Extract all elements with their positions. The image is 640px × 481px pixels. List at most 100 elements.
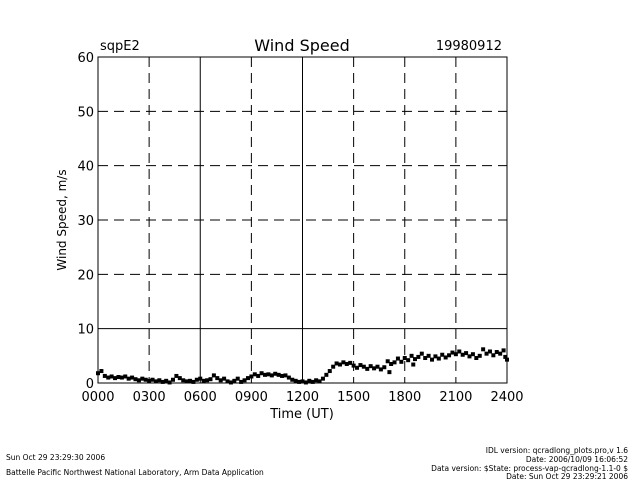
data-point-0-81 xyxy=(372,366,377,371)
x-tick-label-0900: 0900 xyxy=(235,390,268,405)
data-point-0-71 xyxy=(337,362,342,367)
data-point-0-118 xyxy=(491,353,496,358)
data-point-0-5 xyxy=(113,376,118,381)
data-point-0-61 xyxy=(303,380,308,385)
data-point-0-90 xyxy=(399,359,404,364)
x-tick-label-1800: 1800 xyxy=(388,390,421,405)
data-point-0-110 xyxy=(464,351,469,356)
data-point-0-27 xyxy=(188,378,193,383)
data-point-0-25 xyxy=(181,378,186,383)
data-point-0-28 xyxy=(191,379,196,384)
data-point-0-91 xyxy=(402,356,407,361)
data-point-0-89 xyxy=(395,356,400,361)
data-point-0-8 xyxy=(123,374,128,379)
data-point-0-16 xyxy=(150,377,155,382)
y-tick-label-10: 10 xyxy=(77,323,94,338)
data-point-0-100 xyxy=(430,357,435,362)
data-point-0-7 xyxy=(119,375,124,380)
data-point-0-69 xyxy=(331,364,336,369)
data-point-0-93 xyxy=(409,353,414,358)
data-point-0-1 xyxy=(99,369,104,374)
data-point-0-15 xyxy=(147,378,152,383)
data-point-0-50 xyxy=(266,372,271,377)
data-point-0-76 xyxy=(355,365,360,370)
data-point-0-86 xyxy=(387,370,392,375)
data-point-0-116 xyxy=(484,351,489,356)
idl-date: Date: 2006/10/09 16:06:52 xyxy=(525,455,628,464)
data-point-0-119 xyxy=(494,350,499,355)
data-date: Date: Sun Oct 29 23:29:21 2006 xyxy=(506,472,628,481)
axis-ticks: 0000 0300 0600 0900 1200 1500 1800 2100 2400 0 10 2… xyxy=(77,51,523,405)
data-point-0-108 xyxy=(457,349,462,354)
data-point-0-55 xyxy=(283,373,288,378)
data-point-0-122 xyxy=(503,354,508,359)
data-points xyxy=(96,347,509,385)
data-point-0-104 xyxy=(443,355,448,360)
data-point-0-57 xyxy=(290,377,295,382)
data-point-0-23 xyxy=(174,373,179,378)
data-point-0-107 xyxy=(453,352,458,357)
x-tick-label-1500: 1500 xyxy=(337,390,370,405)
data-point-0-80 xyxy=(368,364,373,369)
data-point-0-98 xyxy=(423,356,428,361)
data-point-0-11 xyxy=(133,377,138,382)
data-point-0-83 xyxy=(378,367,383,372)
data-point-0-6 xyxy=(116,375,121,380)
idl-version: IDL version: qcradlong_plots.pro,v 1.6 xyxy=(485,446,628,455)
run-timestamp: Sun Oct 29 23:29:30 2006 xyxy=(6,453,106,462)
data-point-0-115 xyxy=(481,347,486,352)
data-point-0-13 xyxy=(140,376,145,381)
data-point-0-31 xyxy=(201,378,206,383)
institution-credit: Battelle Pacific Northwest National Labo… xyxy=(6,468,264,477)
y-tick-label-60: 60 xyxy=(77,51,94,66)
x-tick-label-2100: 2100 xyxy=(439,390,472,405)
data-point-0-41 xyxy=(235,376,240,381)
data-point-0-4 xyxy=(109,374,114,379)
data-point-0-36 xyxy=(218,378,223,383)
y-tick-label-20: 20 xyxy=(77,268,94,283)
data-point-0-105 xyxy=(447,353,452,358)
data-point-0-49 xyxy=(263,372,268,377)
data-point-0-123 xyxy=(505,357,509,362)
data-point-0-35 xyxy=(215,376,220,381)
data-point-0-19 xyxy=(160,379,165,384)
data-point-0-30 xyxy=(198,376,203,381)
data-point-0-44 xyxy=(245,376,250,381)
data-version: Data version: $State: process-vap-qcradl… xyxy=(431,464,628,473)
y-axis-label: Wind Speed, m/s xyxy=(55,169,69,270)
data-point-0-114 xyxy=(477,353,482,358)
y-tick-label-30: 30 xyxy=(77,214,94,229)
data-point-0-87 xyxy=(389,361,394,366)
data-point-0-32 xyxy=(205,378,210,383)
data-point-0-47 xyxy=(256,373,261,378)
x-tick-label-0600: 0600 xyxy=(184,390,217,405)
data-point-0-112 xyxy=(470,352,475,357)
y-tick-label-0: 0 xyxy=(86,377,94,392)
data-point-0-26 xyxy=(184,379,189,384)
data-point-0-121 xyxy=(501,348,506,353)
x-axis-label: Time (UT) xyxy=(269,407,334,422)
data-point-0-63 xyxy=(310,379,315,384)
data-point-0-77 xyxy=(358,363,363,368)
data-point-0-9 xyxy=(126,376,131,381)
data-point-0-78 xyxy=(361,364,366,369)
data-point-0-2 xyxy=(102,373,107,378)
data-point-0-39 xyxy=(228,380,233,385)
chart-title: Wind Speed xyxy=(254,36,349,55)
data-point-0-48 xyxy=(259,371,264,376)
data-point-0-53 xyxy=(276,372,281,377)
data-point-0-65 xyxy=(317,379,322,384)
data-point-0-120 xyxy=(498,351,503,356)
data-point-0-37 xyxy=(222,376,227,381)
x-tick-label-1200: 1200 xyxy=(286,390,319,405)
data-point-0-56 xyxy=(286,375,291,380)
data-point-0-79 xyxy=(365,366,370,371)
data-point-0-109 xyxy=(460,352,465,357)
x-tick-label-2400: 2400 xyxy=(490,390,523,405)
data-point-0-92 xyxy=(406,358,411,363)
data-point-0-33 xyxy=(208,377,213,382)
data-point-0-43 xyxy=(242,378,247,383)
data-point-0-75 xyxy=(351,363,356,368)
data-point-0-73 xyxy=(344,361,349,366)
data-point-0-94 xyxy=(411,362,416,367)
